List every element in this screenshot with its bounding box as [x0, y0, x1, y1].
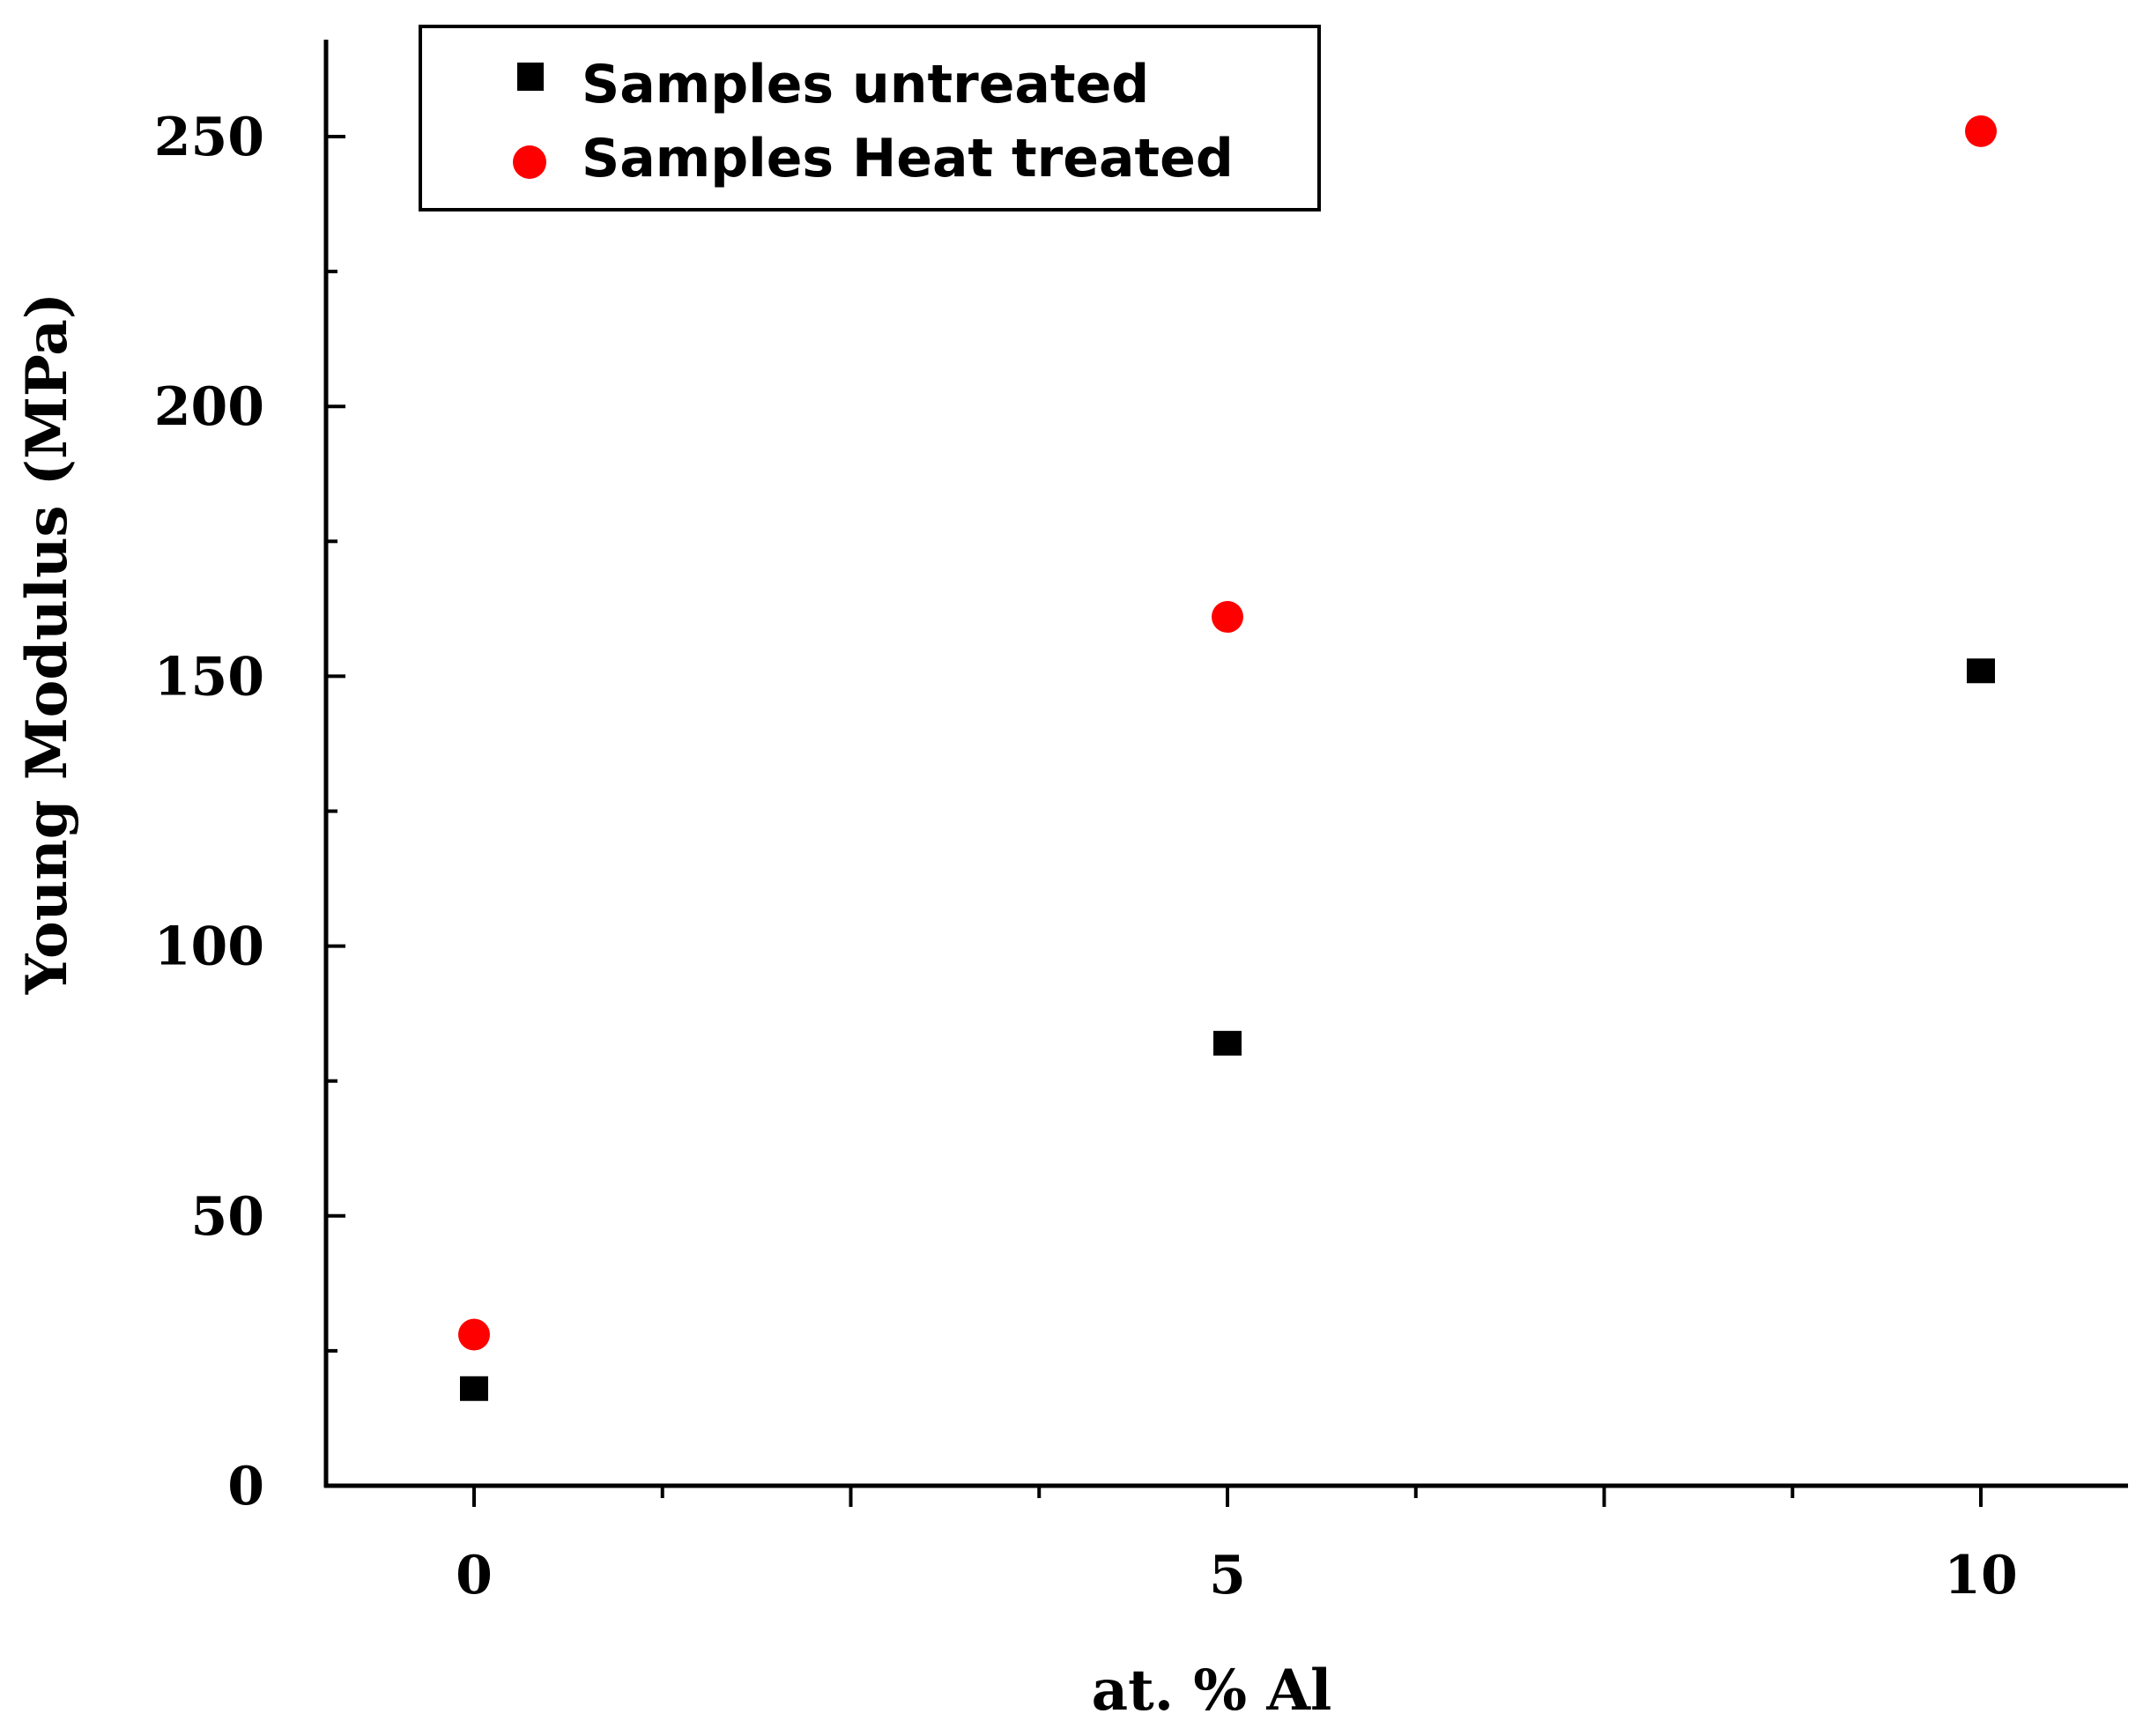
- y-ticks: 0 50 100 150 200 250: [154, 107, 345, 1517]
- marker-untreated: [1967, 658, 1995, 684]
- x-tick-label: 0: [456, 1545, 493, 1606]
- data-markers: [458, 115, 1997, 1401]
- legend-marker-untreated: [517, 63, 544, 91]
- y-tick-label: 50: [191, 1186, 265, 1248]
- marker-untreated: [460, 1376, 488, 1401]
- legend-marker-heat-treated: [513, 145, 546, 179]
- legend-box: [419, 25, 1321, 211]
- y-tick-label: 100: [154, 916, 264, 978]
- marker-heat-treated: [458, 1318, 490, 1351]
- y-axis-title: Young Modulus (MPa): [14, 293, 80, 995]
- y-tick-label: 250: [154, 107, 264, 168]
- y-tick-label: 150: [154, 646, 264, 708]
- legend: Samples untreated Samples Heat treated: [419, 25, 1321, 211]
- marker-untreated: [1213, 1030, 1242, 1056]
- marker-heat-treated: [1212, 601, 1243, 634]
- y-tick-label: 200: [154, 376, 264, 438]
- marker-heat-treated: [1965, 115, 1997, 147]
- x-tick-label: 10: [1944, 1545, 2018, 1606]
- legend-label-untreated: Samples untreated: [582, 54, 1149, 115]
- x-tick-label: 5: [1209, 1545, 1246, 1606]
- x-ticks: 0 5 10: [456, 1486, 2018, 1606]
- legend-label-heat-treated: Samples Heat treated: [582, 128, 1234, 189]
- axes: [323, 40, 2128, 1488]
- y-tick-label: 0: [227, 1456, 264, 1517]
- x-axis-title: at. % Al: [1092, 1658, 1332, 1724]
